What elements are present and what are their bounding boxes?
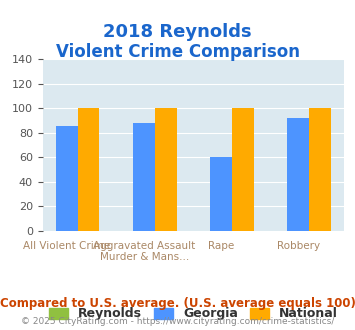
Bar xyxy=(309,109,331,231)
Bar xyxy=(232,109,253,231)
Legend: Reynolds, Georgia, National: Reynolds, Georgia, National xyxy=(44,303,343,325)
Bar xyxy=(288,118,309,231)
Text: Compared to U.S. average. (U.S. average equals 100): Compared to U.S. average. (U.S. average … xyxy=(0,297,355,310)
Text: 2018 Reynolds: 2018 Reynolds xyxy=(103,23,252,41)
Bar xyxy=(56,126,78,231)
Bar xyxy=(78,109,99,231)
Text: Violent Crime Comparison: Violent Crime Comparison xyxy=(55,43,300,61)
Bar xyxy=(155,109,176,231)
Bar xyxy=(133,123,155,231)
Text: © 2025 CityRating.com - https://www.cityrating.com/crime-statistics/: © 2025 CityRating.com - https://www.city… xyxy=(21,317,334,326)
Bar xyxy=(211,157,232,231)
